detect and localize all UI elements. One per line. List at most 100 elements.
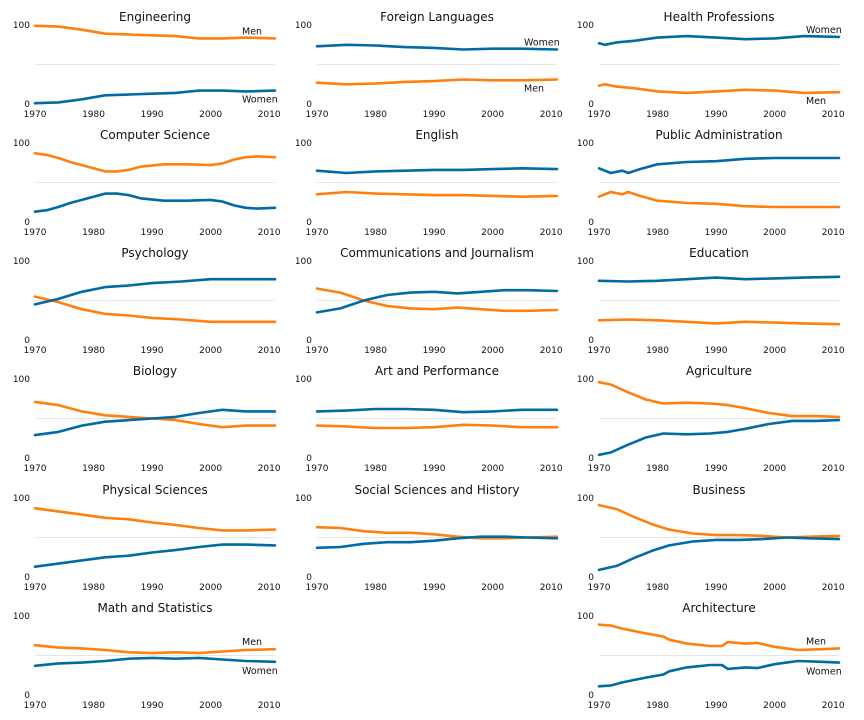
x-tick-label: 1980 <box>646 583 669 593</box>
x-tick-label: 2010 <box>540 110 563 120</box>
y-tick-label: 0 <box>306 218 312 228</box>
y-tick-label: 100 <box>295 494 312 504</box>
men-series-line <box>33 507 277 532</box>
y-tick-label: 0 <box>588 454 594 464</box>
x-tick-label: 1980 <box>82 583 105 593</box>
x-tick-label: 1990 <box>423 228 446 238</box>
women-series-line <box>597 34 841 47</box>
x-tick-label: 1990 <box>705 346 728 356</box>
x-tick-label: 1970 <box>24 110 47 120</box>
panel-title: Computer Science <box>100 128 210 142</box>
x-tick-label: 1980 <box>646 464 669 474</box>
men-series-line <box>315 423 559 430</box>
x-tick-label: 2000 <box>199 464 222 474</box>
men-series-line <box>315 78 559 86</box>
y-tick-label: 0 <box>588 691 594 701</box>
men-series-line <box>33 643 277 655</box>
x-tick-label: 2000 <box>481 346 504 356</box>
panel-title: Communications and Journalism <box>340 246 534 260</box>
men-series-line <box>597 83 841 95</box>
x-tick-label: 1980 <box>646 228 669 238</box>
women-series-line <box>597 156 841 175</box>
men-series-line <box>33 400 277 429</box>
panel-title: Public Administration <box>655 128 782 142</box>
x-tick-label: 1970 <box>306 110 329 120</box>
panel-title: English <box>415 128 458 142</box>
x-tick-label: 2000 <box>481 464 504 474</box>
men-series-line <box>597 503 841 539</box>
x-tick-label: 1990 <box>423 583 446 593</box>
x-tick-label: 1970 <box>24 701 47 711</box>
x-tick-label: 2000 <box>199 346 222 356</box>
x-tick-label: 2000 <box>481 228 504 238</box>
x-tick-label: 2000 <box>481 110 504 120</box>
men-series-line <box>597 318 841 326</box>
x-tick-label: 1980 <box>364 583 387 593</box>
y-tick-label: 0 <box>306 336 312 346</box>
men-series-line <box>597 380 841 419</box>
x-tick-label: 2000 <box>199 110 222 120</box>
x-tick-label: 1990 <box>141 701 164 711</box>
men-series-line <box>597 623 841 652</box>
x-tick-label: 2000 <box>199 583 222 593</box>
women-series-line <box>315 535 559 550</box>
women-series-line <box>597 536 841 572</box>
y-tick-label: 0 <box>24 218 30 228</box>
women-series-line <box>33 656 277 668</box>
x-tick-label: 2010 <box>540 346 563 356</box>
y-tick-label: 100 <box>577 21 594 31</box>
men-series-line <box>315 287 559 313</box>
y-tick-label: 100 <box>13 139 30 149</box>
y-tick-label: 100 <box>577 612 594 622</box>
men-series-line <box>597 190 841 209</box>
x-tick-label: 2010 <box>258 464 281 474</box>
x-tick-label: 1990 <box>705 464 728 474</box>
x-tick-label: 1970 <box>588 701 611 711</box>
x-tick-label: 1990 <box>141 583 164 593</box>
y-tick-label: 100 <box>13 375 30 385</box>
panel-title: Biology <box>133 364 177 378</box>
x-tick-label: 2010 <box>258 228 281 238</box>
y-tick-label: 100 <box>13 21 30 31</box>
x-tick-label: 2000 <box>481 583 504 593</box>
women-series-line <box>597 275 841 283</box>
men-series-line <box>33 295 277 324</box>
y-tick-label: 100 <box>13 612 30 622</box>
x-tick-label: 1980 <box>82 464 105 474</box>
x-tick-label: 1990 <box>705 110 728 120</box>
x-tick-label: 2010 <box>540 464 563 474</box>
x-tick-label: 1980 <box>364 346 387 356</box>
men-label: Men <box>242 26 262 37</box>
panel-title: Education <box>689 246 749 260</box>
men-label: Men <box>524 84 544 95</box>
y-tick-label: 100 <box>577 139 594 149</box>
x-tick-label: 2010 <box>822 464 845 474</box>
x-tick-label: 2000 <box>763 110 786 120</box>
x-tick-label: 1990 <box>141 110 164 120</box>
women-label: Women <box>242 95 278 106</box>
y-tick-label: 0 <box>24 573 30 583</box>
men-series-line <box>33 152 277 173</box>
x-tick-label: 1970 <box>306 583 329 593</box>
x-tick-label: 1990 <box>705 228 728 238</box>
women-series-line <box>33 543 277 568</box>
men-label: Men <box>242 637 262 648</box>
x-tick-label: 1980 <box>646 701 669 711</box>
x-tick-label: 2000 <box>199 228 222 238</box>
x-tick-label: 2010 <box>822 110 845 120</box>
x-tick-label: 2000 <box>199 701 222 711</box>
y-tick-label: 100 <box>295 139 312 149</box>
women-series-line <box>33 192 277 213</box>
y-tick-label: 100 <box>13 494 30 504</box>
y-tick-label: 0 <box>306 100 312 110</box>
panel-title: Social Sciences and History <box>354 483 519 497</box>
y-tick-label: 100 <box>13 257 30 267</box>
men-series-line <box>33 24 277 40</box>
panel-title: Foreign Languages <box>380 10 494 24</box>
x-tick-label: 1990 <box>423 464 446 474</box>
y-tick-label: 0 <box>588 336 594 346</box>
panel-title: Architecture <box>682 601 755 615</box>
x-tick-label: 2010 <box>258 110 281 120</box>
x-tick-label: 1980 <box>82 701 105 711</box>
x-tick-label: 2010 <box>822 583 845 593</box>
